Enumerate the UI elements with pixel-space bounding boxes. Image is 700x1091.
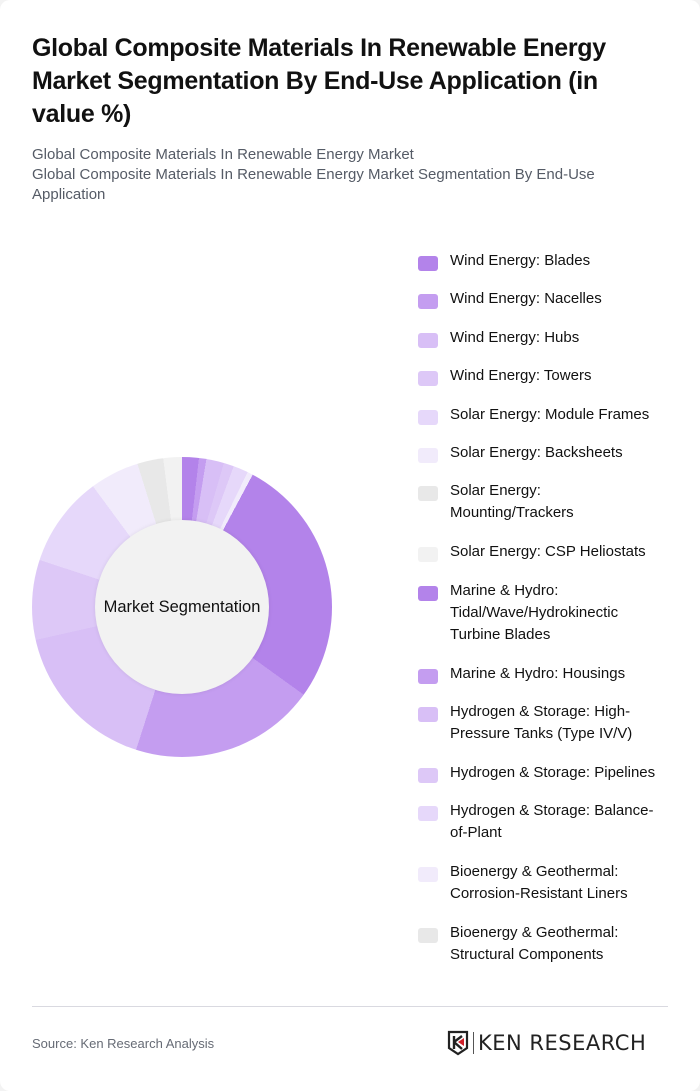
legend-swatch-icon (418, 586, 438, 601)
legend-label: Hydrogen & Storage: Balance-of-Plant (450, 802, 654, 841)
legend-label: Solar Energy: Backsheets (450, 444, 623, 461)
legend-item[interactable]: Solar Energy: Backsheets (418, 442, 665, 464)
legend-item[interactable]: Solar Energy: Module Frames (418, 404, 665, 426)
legend-swatch-icon (418, 371, 438, 386)
legend-label: Marine & Hydro: Tidal/Wave/Hydrokinectic… (450, 582, 619, 643)
footer-divider (32, 1006, 668, 1007)
legend-swatch-icon (418, 256, 438, 271)
legend-label: Wind Energy: Hubs (450, 329, 580, 346)
legend-item[interactable]: Wind Energy: Towers (418, 365, 665, 387)
subtitle-line-1: Global Composite Materials In Renewable … (32, 146, 414, 163)
legend-item[interactable]: Wind Energy: Blades (418, 250, 665, 272)
legend-label: Solar Energy: Mounting/Trackers (450, 482, 574, 521)
legend-item[interactable]: Solar Energy: CSP Heliostats (418, 541, 665, 563)
legend-label: Wind Energy: Nacelles (450, 290, 602, 307)
legend-swatch-icon (418, 707, 438, 722)
legend-label: Bioenergy & Geothermal: Corrosion-Resist… (450, 863, 628, 902)
ken-research-logo-icon (447, 1030, 469, 1056)
legend-swatch-icon (418, 867, 438, 882)
legend-item[interactable]: Marine & Hydro: Tidal/Wave/Hydrokinectic… (418, 580, 665, 646)
chart-title: Global Composite Materials In Renewable … (32, 34, 606, 128)
legend-item[interactable]: Hydrogen & Storage: Pipelines (418, 762, 665, 784)
legend-label: Hydrogen & Storage: High-Pressure Tanks … (450, 703, 633, 742)
logo-text: KEN RESEARCH (478, 1031, 647, 1055)
legend-label: Marine & Hydro: Housings (450, 665, 626, 682)
ken-research-logo: KEN RESEARCH (447, 1030, 646, 1056)
legend-item[interactable]: Solar Energy: Mounting/Trackers (418, 480, 665, 524)
donut-center: Market Segmentation (95, 520, 269, 694)
chart-subtitle: Global Composite Materials In Renewable … (32, 145, 652, 205)
donut-chart: Market Segmentation (32, 457, 332, 757)
legend-item[interactable]: Hydrogen & Storage: Balance-of-Plant (418, 800, 665, 844)
legend-swatch-icon (418, 669, 438, 684)
legend-label: Solar Energy: CSP Heliostats (450, 543, 646, 560)
legend-item[interactable]: Marine & Hydro: Housings (418, 663, 665, 685)
legend-label: Wind Energy: Towers (450, 367, 592, 384)
legend-label: Bioenergy & Geothermal: Structural Compo… (450, 924, 619, 963)
legend-swatch-icon (418, 768, 438, 783)
legend-item[interactable]: Wind Energy: Hubs (418, 327, 665, 349)
legend-item[interactable]: Hydrogen & Storage: High-Pressure Tanks … (418, 701, 665, 745)
legend-swatch-icon (418, 547, 438, 562)
legend-label: Solar Energy: Module Frames (450, 406, 650, 423)
legend-item[interactable]: Bioenergy & Geothermal: Structural Compo… (418, 922, 665, 966)
legend-swatch-icon (418, 928, 438, 943)
legend-swatch-icon (418, 333, 438, 348)
donut-center-label: Market Segmentation (103, 597, 261, 616)
logo-separator (473, 1032, 474, 1054)
source-note: Source: Ken Research Analysis (32, 1036, 215, 1051)
legend-item[interactable]: Bioenergy & Geothermal: Corrosion-Resist… (418, 861, 665, 905)
legend-swatch-icon (418, 448, 438, 463)
legend-label: Wind Energy: Blades (450, 252, 591, 269)
legend-item[interactable]: Wind Energy: Nacelles (418, 288, 665, 310)
legend-label: Hydrogen & Storage: Pipelines (450, 764, 656, 781)
legend-swatch-icon (418, 486, 438, 501)
legend-swatch-icon (418, 806, 438, 821)
legend-swatch-icon (418, 410, 438, 425)
legend-swatch-icon (418, 294, 438, 309)
subtitle-line-2: Global Composite Materials In Renewable … (32, 166, 595, 203)
